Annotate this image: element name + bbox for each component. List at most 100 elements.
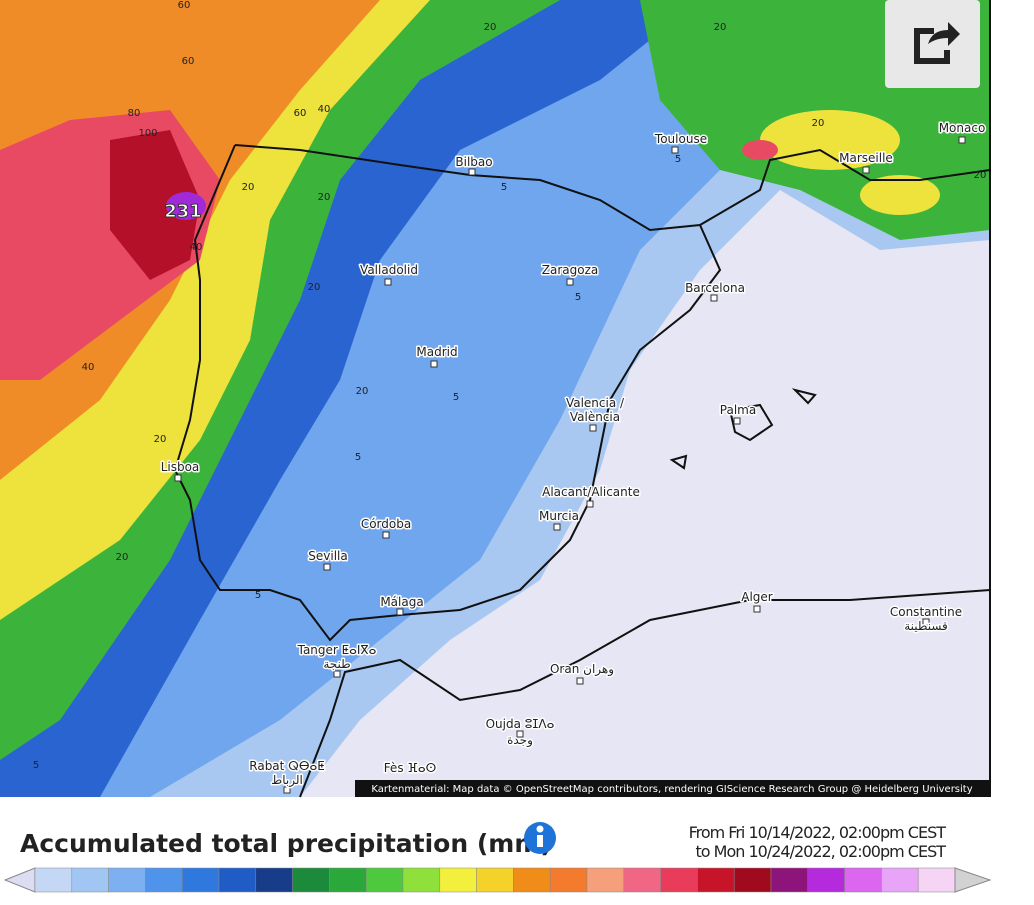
- color-bar-cell: [513, 867, 551, 893]
- color-bar-cell: [71, 867, 109, 893]
- city-dot: [753, 605, 761, 613]
- info-glyph[interactable]: [536, 825, 544, 833]
- city-dot: [566, 278, 574, 286]
- city-label: Marseille: [839, 151, 893, 165]
- color-bar-cell: [181, 867, 220, 893]
- contour-label: 5: [255, 590, 261, 601]
- city-dot: [589, 424, 597, 432]
- contour-label: 5: [675, 154, 681, 165]
- city-label: Oran وهران: [550, 662, 614, 677]
- rain-zone: [742, 140, 778, 160]
- info-icon[interactable]: [524, 822, 556, 854]
- contour-label: 40: [318, 104, 331, 115]
- contour-label: 40: [190, 242, 203, 253]
- city-label: Rabat ⵕⴱⴰⵟ: [249, 759, 324, 773]
- city-label: الرباط: [271, 773, 303, 788]
- city-dot: [733, 417, 741, 425]
- contour-label: 60: [294, 108, 307, 119]
- city-label: Valencia /: [566, 396, 625, 410]
- city-dot: [283, 786, 291, 794]
- city-label: Alger: [741, 590, 773, 604]
- city-dot: [396, 608, 404, 616]
- contour-label: 20: [974, 170, 987, 181]
- color-bar-cell: [733, 867, 772, 893]
- city-dot: [323, 563, 331, 571]
- contour-label: 20: [484, 22, 497, 33]
- contour-label: 60: [178, 0, 191, 11]
- contour-label: 5: [33, 760, 39, 771]
- city-label: Fès ⴼⴰⵙ: [384, 761, 437, 775]
- contour-label: 20: [812, 118, 825, 129]
- city-label: قسنطينة: [904, 619, 948, 633]
- color-bar-cell: [255, 867, 293, 893]
- share-icon[interactable]: [914, 22, 960, 64]
- city-dot: [586, 500, 594, 508]
- color-bar-cell: [770, 867, 809, 893]
- peak-label: 231: [164, 201, 202, 222]
- city-dot: [174, 474, 182, 482]
- contour-label: 60: [182, 56, 195, 67]
- contour-label: 100: [138, 128, 157, 139]
- city-label: Tanger ⵟⴰⵏⴳⴰ: [297, 643, 377, 657]
- city-label: Murcia: [539, 509, 579, 523]
- color-bar-cell: [881, 867, 919, 893]
- city-label: Palma: [720, 403, 756, 417]
- share-button[interactable]: [885, 0, 980, 88]
- contour-label: 20: [154, 434, 167, 445]
- color-bar: [3, 867, 992, 893]
- city-label: Toulouse: [654, 132, 707, 146]
- city-label: Valladolid: [360, 263, 418, 277]
- city-label: Barcelona: [685, 281, 745, 295]
- contour-label: 20: [714, 22, 727, 33]
- precipitation-map: 231 60 60 80 100 60 40 40 20 20 20 20 5 5 5 5 5 20 20 20 5 2…: [0, 0, 991, 798]
- city-label: Madrid: [416, 345, 457, 359]
- contour-label: 40: [82, 362, 95, 373]
- contour-label: 5: [453, 392, 459, 403]
- attribution: Kartenmaterial: Map data © OpenStreetMap…: [371, 784, 972, 795]
- color-bar-cell: [34, 867, 73, 893]
- color-bar-cell: [660, 867, 698, 893]
- city-label: Bilbao: [455, 155, 492, 169]
- color-bar-cell: [807, 867, 845, 893]
- city-dot: [430, 360, 438, 368]
- period-end: to Mon 10/24/2022, 02:00pm CEST: [695, 842, 946, 861]
- color-bar-cell: [439, 867, 477, 893]
- info-glyph[interactable]: [537, 835, 543, 847]
- city-dot: [958, 136, 966, 144]
- city-dot: [922, 618, 930, 626]
- city-label: Zaragoza: [542, 263, 598, 277]
- city-label: València: [570, 410, 620, 424]
- color-bar-cell: [108, 867, 146, 893]
- city-dot: [468, 168, 476, 176]
- city-label: Constantine: [890, 605, 962, 619]
- city-dot: [333, 670, 341, 678]
- share-button-bg[interactable]: [885, 0, 980, 88]
- city-dot: [576, 677, 584, 685]
- city-label: Alacant/Alicante: [542, 485, 640, 499]
- city-dot: [710, 294, 718, 302]
- city-label: Córdoba: [361, 517, 411, 531]
- attribution-bar: [355, 780, 990, 797]
- color-bar-cell: [476, 867, 514, 893]
- contour-label: 20: [242, 182, 255, 193]
- city-label: وجدة: [507, 733, 533, 748]
- islands: [669, 388, 817, 470]
- city-dot: [671, 146, 679, 154]
- color-bar-cell: [292, 867, 330, 893]
- contour-label: 5: [575, 292, 581, 303]
- city-dot: [862, 166, 870, 174]
- color-bar-cell: [218, 867, 257, 893]
- city-label: Monaco: [939, 121, 986, 135]
- period-start: From Fri 10/14/2022, 02:00pm CEST: [689, 823, 947, 842]
- city-dot: [382, 531, 390, 539]
- color-bar-cell: [917, 867, 956, 893]
- rain-zone: [860, 175, 940, 215]
- contour-label: 20: [308, 282, 321, 293]
- contour-label: 5: [501, 182, 507, 193]
- contour-label: 5: [355, 452, 361, 463]
- coastline: [173, 144, 991, 798]
- color-bar-cell: [623, 867, 661, 893]
- city-label: Lisboa: [161, 460, 200, 474]
- color-bar-arrow: [3, 867, 36, 893]
